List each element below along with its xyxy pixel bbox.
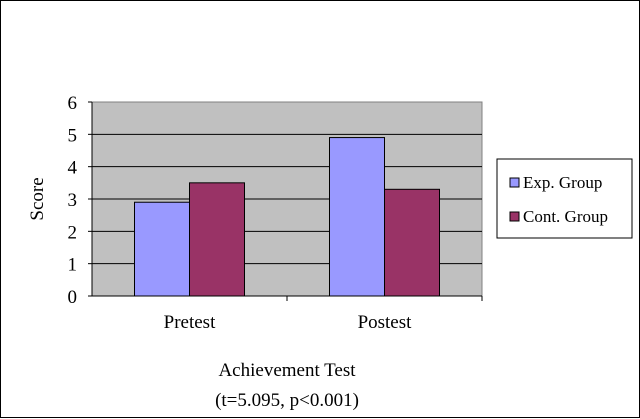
y-tick-label-4: 4 xyxy=(68,158,78,179)
bar-cont-group-postest xyxy=(384,188,440,297)
bars xyxy=(134,137,440,297)
x-ticks: Pretest Postest xyxy=(164,296,483,333)
x-tick-label-pretest: Pretest xyxy=(164,312,216,333)
legend-label-cont-group: Cont. Group xyxy=(523,207,608,226)
bar-exp-group-pretest xyxy=(134,201,190,297)
legend: Exp. Group Cont. Group xyxy=(496,158,633,239)
legend-swatch-exp-group xyxy=(509,177,520,188)
x-axis-sublabel: (t=5.095, p<0.001) xyxy=(215,390,359,411)
y-axis-label: Score xyxy=(27,177,48,220)
y-tick-label-6: 6 xyxy=(68,93,78,114)
y-tick-label-1: 1 xyxy=(68,255,78,276)
legend-swatch-cont-group xyxy=(509,211,520,222)
legend-box xyxy=(496,158,633,239)
y-tick-label-5: 5 xyxy=(68,125,78,146)
legend-label-exp-group: Exp. Group xyxy=(523,173,602,192)
x-tick-label-postest: Postest xyxy=(358,312,413,333)
bar-exp-group-postest xyxy=(329,137,385,297)
y-ticks: 0 1 2 3 4 5 6 xyxy=(68,93,92,308)
y-tick-label-3: 3 xyxy=(68,190,78,211)
x-axis-label: Achievement Test xyxy=(218,360,356,381)
y-tick-label-2: 2 xyxy=(68,222,78,243)
bar-cont-group-pretest xyxy=(189,182,245,297)
y-tick-label-0: 0 xyxy=(68,287,78,308)
